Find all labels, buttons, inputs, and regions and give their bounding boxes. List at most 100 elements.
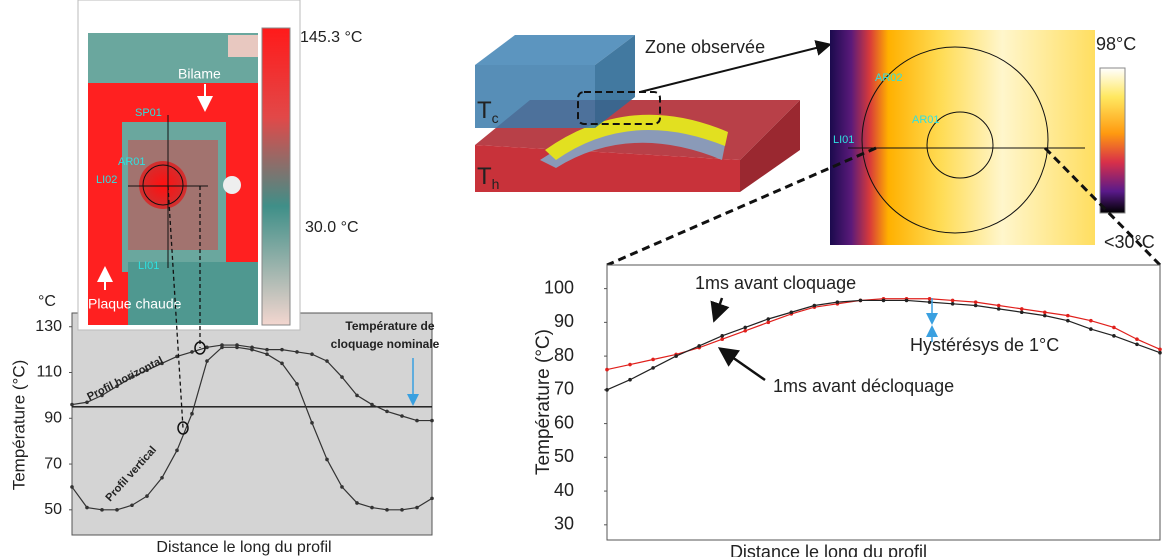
point xyxy=(651,366,655,370)
subscript: c xyxy=(492,110,499,126)
point xyxy=(1089,327,1093,331)
y-tick-label: 70 xyxy=(554,379,574,399)
point xyxy=(973,300,978,304)
point xyxy=(881,298,886,303)
point xyxy=(605,388,609,392)
label: Plaque chaude xyxy=(88,296,182,312)
point xyxy=(720,337,725,342)
point xyxy=(950,298,955,303)
tc-label: Tc xyxy=(477,97,499,125)
unit-label: °C xyxy=(38,293,56,310)
point xyxy=(115,384,119,389)
point xyxy=(415,418,419,423)
point xyxy=(430,418,434,423)
point xyxy=(85,505,89,510)
y-tick-label: 100 xyxy=(544,277,574,297)
point xyxy=(340,485,344,489)
point xyxy=(1135,337,1139,342)
point xyxy=(85,400,89,405)
point xyxy=(310,352,314,356)
point xyxy=(973,303,978,308)
point xyxy=(145,494,149,498)
point xyxy=(130,375,134,379)
point xyxy=(1019,310,1024,315)
y-tick-label: 60 xyxy=(554,412,574,432)
point xyxy=(651,357,655,362)
left-chart: 50 70 90 110 130 Température (°C) Distance le … xyxy=(9,293,439,556)
label: SP01 xyxy=(135,107,162,119)
point xyxy=(400,508,404,512)
label: LI02 xyxy=(96,174,117,186)
point xyxy=(355,393,359,398)
point xyxy=(1066,313,1070,318)
point xyxy=(1042,310,1047,315)
point xyxy=(605,367,609,372)
point xyxy=(265,352,269,356)
point xyxy=(190,350,194,354)
point xyxy=(743,325,748,330)
point xyxy=(858,298,863,303)
y-tick-label: 90 xyxy=(44,409,62,426)
point xyxy=(766,317,771,321)
point xyxy=(250,347,254,352)
y-axis-label: Température (°C) xyxy=(9,360,28,491)
point xyxy=(160,475,164,480)
schematic: Zone observée Tc Th xyxy=(475,35,832,192)
point xyxy=(789,310,794,315)
point xyxy=(766,320,771,325)
point xyxy=(265,347,269,352)
point xyxy=(1019,307,1024,311)
point xyxy=(1158,347,1162,352)
point xyxy=(355,501,359,505)
plot-area xyxy=(606,264,1161,541)
point xyxy=(220,345,224,350)
point xyxy=(280,361,284,366)
point xyxy=(415,505,419,510)
point xyxy=(628,377,632,382)
colorbar-max: 98°C xyxy=(1096,34,1136,54)
point xyxy=(235,345,239,350)
point xyxy=(160,361,164,366)
right-thermal: AR02 AR01 LI01 98°C <30°C xyxy=(606,30,1162,267)
point xyxy=(295,382,299,386)
y-axis-label: Température (°C) xyxy=(533,329,554,475)
label: Bilame xyxy=(178,66,221,82)
y-tick-label: 70 xyxy=(44,455,62,472)
point xyxy=(697,344,701,348)
y-tick-label: 50 xyxy=(554,446,574,466)
point xyxy=(70,485,74,489)
colorbar-max: 145.3 °C xyxy=(300,29,362,46)
symbol: T xyxy=(477,163,492,190)
arrow xyxy=(710,297,730,323)
series-label: 1ms avant décloquage xyxy=(773,376,954,396)
point xyxy=(628,362,632,367)
point xyxy=(927,300,932,304)
annotation: Température de xyxy=(345,319,434,333)
point xyxy=(1089,318,1093,323)
y-tick-label: 130 xyxy=(35,318,62,335)
point xyxy=(130,503,134,508)
point xyxy=(904,298,909,303)
x-axis-label: Distance le long du profil xyxy=(156,539,331,556)
point xyxy=(340,375,344,379)
label: LI01 xyxy=(138,260,159,272)
point xyxy=(385,409,389,414)
subscript: h xyxy=(492,176,500,192)
y-tick-label: 110 xyxy=(36,364,62,381)
series-label: 1ms avant cloquage xyxy=(695,273,856,293)
point xyxy=(280,347,284,352)
symbol: T xyxy=(477,97,492,124)
right-chart: 30 40 50 60 70 80 90 100 Température (°C) Distanc… xyxy=(533,264,1162,557)
point xyxy=(145,368,149,373)
point xyxy=(370,505,374,510)
point xyxy=(100,508,104,512)
point xyxy=(175,448,179,453)
point xyxy=(743,328,748,333)
left-thermal: 145.3 °C 30.0 °C Bilame SP01 AR01 LI02 L… xyxy=(77,0,362,435)
y-tick-label: 40 xyxy=(554,480,574,500)
arrow xyxy=(717,347,766,382)
point xyxy=(996,307,1001,311)
point xyxy=(70,402,74,407)
point xyxy=(190,411,194,416)
